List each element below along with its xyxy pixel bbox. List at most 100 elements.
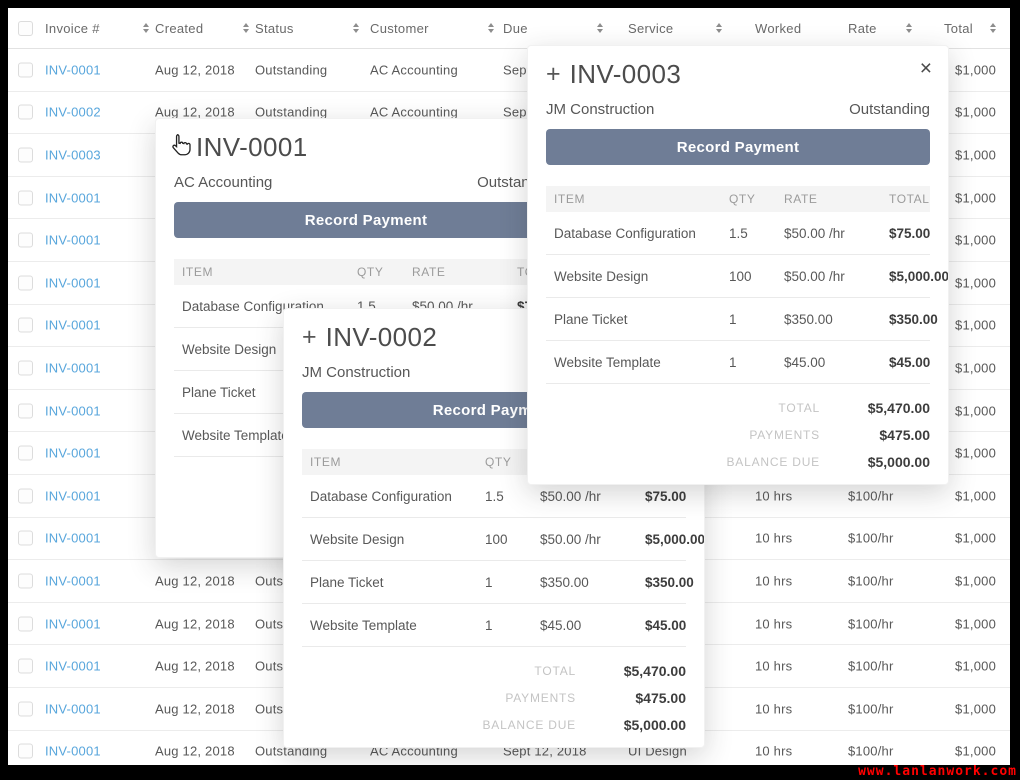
modal-item-row: Database Configuration 1.5 $50.00 /hr $7… [302,475,686,518]
row-checkbox[interactable] [18,658,33,674]
items-col-item: ITEM [182,265,214,279]
total-cell: $1,000 [955,743,996,759]
invoice-link[interactable]: INV-0001 [45,62,101,78]
item-qty: 100 [485,531,508,547]
invoice-link[interactable]: INV-0001 [45,530,101,546]
total-cell: $1,000 [955,317,996,333]
created-cell: Aug 12, 2018 [155,62,235,78]
table-header-row: Invoice # Created Status Customer Due Se… [8,8,1010,49]
item-name: Website Design [182,341,277,357]
total-cell: $1,000 [955,360,996,376]
items-col-qty: QTY [729,192,756,206]
column-header-customer[interactable]: Customer [370,8,494,48]
invoice-link[interactable]: INV-0001 [45,616,101,632]
customer-cell: AC Accounting [370,104,458,120]
invoice-link[interactable]: INV-0001 [45,488,101,504]
item-name: Website Template [182,427,289,443]
total-label: BALANCE DUE [726,454,820,469]
item-qty: 1.5 [485,488,504,504]
modal-total-row: BALANCE DUE $5,000.00 [302,711,687,738]
column-label: Rate [848,20,877,36]
row-checkbox[interactable] [18,62,33,78]
modal-item-row: Website Design 100 $50.00 /hr $5,000.00 [302,518,704,561]
select-all-checkbox[interactable] [18,20,33,36]
modal-customer: JM Construction [302,364,411,381]
invoice-link[interactable]: INV-0001 [45,275,101,291]
sort-icon [990,23,996,33]
row-checkbox[interactable] [18,701,33,717]
modal-total-row: TOTAL $5,470.00 [302,657,686,684]
rate-cell: $100/hr [848,616,894,632]
row-checkbox[interactable] [18,403,33,419]
rate-cell: $100/hr [848,701,894,717]
item-qty: 1.5 [729,225,748,241]
sort-icon [353,23,359,33]
item-rate: $350.00 [540,574,589,590]
invoice-link[interactable]: INV-0001 [45,445,101,461]
row-checkbox[interactable] [18,743,33,759]
invoice-link[interactable]: INV-0001 [45,658,101,674]
sort-icon [906,23,912,33]
item-total: $350.00 [645,574,694,590]
item-qty: 1 [485,574,493,590]
total-label: TOTAL [778,400,820,415]
sort-icon [488,23,494,33]
close-icon[interactable]: × [919,57,932,80]
column-header-worked[interactable]: Worked [755,8,815,48]
row-checkbox[interactable] [18,616,33,632]
modal-item-row: Website Design 100 $50.00 /hr $5,000.00 [546,255,948,298]
column-header-total[interactable]: Total [944,8,996,48]
row-checkbox[interactable] [18,104,33,120]
total-value: $5,470.00 [867,399,930,416]
modal-total-row: PAYMENTS $475.00 [546,421,930,448]
modal-title: INV-0003 [569,58,682,89]
column-header-status[interactable]: Status [255,8,359,48]
column-label: Customer [370,20,429,36]
invoice-link[interactable]: INV-0001 [45,360,101,376]
modal-item-row: Plane Ticket 1 $350.00 $350.00 [546,298,938,341]
invoice-link[interactable]: INV-0002 [45,104,101,120]
invoice-link[interactable]: INV-0003 [45,147,101,163]
row-checkbox[interactable] [18,232,33,248]
status-cell: Outstanding [255,104,328,120]
total-cell: $1,000 [955,62,996,78]
invoice-link[interactable]: INV-0001 [45,573,101,589]
item-rate: $50.00 /hr [784,225,845,241]
row-checkbox[interactable] [18,360,33,376]
worked-cell: 10 hrs [755,530,793,546]
hand-cursor-icon [168,132,194,163]
item-rate: $50.00 /hr [540,531,601,547]
worked-cell: 10 hrs [755,573,793,589]
row-checkbox[interactable] [18,488,33,504]
column-header-created[interactable]: Created [155,8,249,48]
column-label: Status [255,20,294,36]
total-cell: $1,000 [955,658,996,674]
column-header-due[interactable]: Due [503,8,603,48]
row-checkbox[interactable] [18,275,33,291]
invoice-link[interactable]: INV-0001 [45,701,101,717]
row-checkbox[interactable] [18,147,33,163]
row-checkbox[interactable] [18,530,33,546]
column-header-rate[interactable]: Rate [848,8,912,48]
total-cell: $1,000 [955,403,996,419]
invoice-link[interactable]: INV-0001 [45,317,101,333]
invoice-link[interactable]: INV-0001 [45,403,101,419]
invoice-link[interactable]: INV-0001 [45,743,101,759]
item-total: $75.00 [889,225,931,241]
invoice-link[interactable]: INV-0001 [45,190,101,206]
modal-item-row: Website Template 1 $45.00 $45.00 [546,341,930,384]
invoice-link[interactable]: INV-0001 [45,232,101,248]
column-label: Created [155,20,204,36]
row-checkbox[interactable] [18,190,33,206]
item-qty: 1 [485,617,493,633]
item-rate: $350.00 [784,311,833,327]
row-checkbox[interactable] [18,445,33,461]
column-header-service[interactable]: Service [628,8,722,48]
record-payment-button[interactable]: Record Payment [546,129,930,165]
total-cell: $1,000 [955,275,996,291]
record-payment-button[interactable]: Record Payment [174,202,558,238]
modal-item-row: Website Template 1 $45.00 $45.00 [302,604,686,647]
column-header-invoice[interactable]: Invoice # [45,8,149,48]
row-checkbox[interactable] [18,573,33,589]
row-checkbox[interactable] [18,317,33,333]
